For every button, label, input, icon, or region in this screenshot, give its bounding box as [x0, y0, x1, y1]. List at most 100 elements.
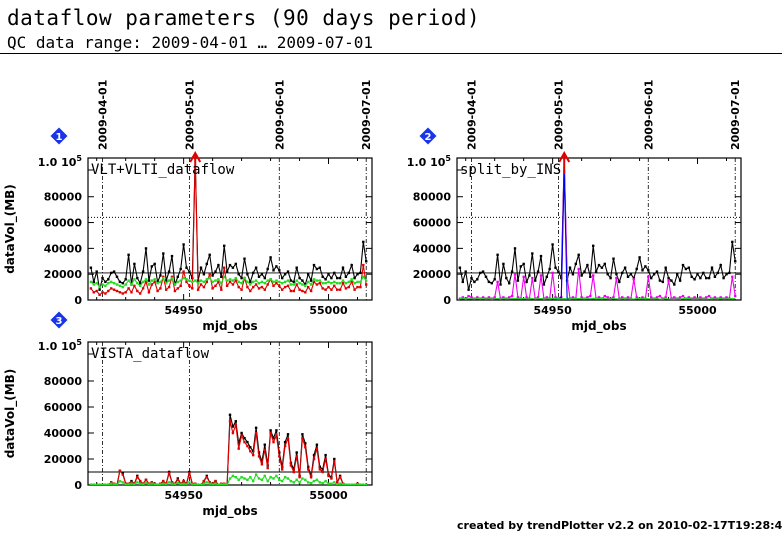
data-point-magenta — [664, 296, 667, 299]
data-point-black — [476, 278, 479, 281]
data-point-black — [542, 283, 546, 286]
data-point-black — [289, 279, 293, 282]
data-point-green — [130, 283, 133, 286]
data-point-red — [324, 288, 327, 291]
data-point-green — [350, 483, 353, 485]
data-point-black — [731, 240, 734, 244]
data-point-black — [589, 275, 592, 278]
data-point-red — [188, 284, 191, 287]
data-point-black — [484, 275, 488, 278]
data-point-red — [309, 476, 313, 479]
data-point-black — [534, 279, 537, 282]
data-point-green — [107, 282, 110, 285]
data-point-green — [104, 284, 107, 287]
x-axis-label: mjd_obs — [571, 319, 626, 334]
data-point-black — [176, 477, 179, 480]
data-point-red — [289, 464, 293, 467]
data-point-green — [121, 481, 124, 484]
data-point-magenta — [508, 296, 511, 299]
data-point-green — [237, 280, 240, 284]
data-point-green — [301, 477, 304, 480]
data-point-black — [551, 243, 554, 246]
data-point-black — [249, 280, 252, 284]
data-point-black — [301, 279, 304, 282]
data-point-black — [121, 282, 124, 285]
data-point-black — [153, 262, 156, 266]
data-point-green — [112, 483, 116, 485]
data-point-red — [240, 288, 243, 291]
data-point-black — [89, 266, 93, 269]
data-point-red — [144, 280, 148, 284]
panel-badge-number: 3 — [56, 316, 63, 327]
data-point-black — [661, 280, 664, 284]
data-point-green — [98, 285, 101, 289]
y-axis-label: dataVol_(MB) — [3, 184, 18, 274]
data-point-red — [139, 479, 142, 483]
data-point-black — [283, 273, 287, 276]
data-point-red — [115, 289, 119, 293]
data-point-black — [336, 276, 339, 280]
data-point-red — [182, 479, 185, 483]
data-point-green — [263, 282, 266, 285]
data-point-magenta — [632, 278, 635, 281]
data-point-black — [525, 280, 528, 284]
data-point-black — [586, 263, 589, 267]
data-point-black — [705, 276, 708, 280]
data-point-red — [211, 287, 214, 290]
data-point-red — [365, 283, 368, 286]
data-point-black — [269, 256, 272, 259]
data-point-black — [254, 266, 258, 269]
data-point-magenta — [539, 274, 543, 277]
data-point-black — [231, 266, 235, 269]
data-point-red — [263, 448, 266, 452]
data-point-black — [505, 276, 508, 280]
data-point-red — [281, 468, 284, 471]
data-point-red — [167, 285, 171, 289]
data-point-magenta — [647, 275, 650, 278]
data-point-green — [95, 483, 98, 485]
data-point-black — [493, 278, 496, 281]
data-point-red — [92, 291, 95, 294]
data-point-black — [266, 267, 269, 271]
x-tick-label: 55000 — [678, 304, 717, 317]
data-point-red — [165, 288, 168, 291]
data-point-black — [481, 270, 485, 273]
data-point-green — [110, 482, 113, 485]
data-point-black — [467, 288, 470, 291]
data-point-green — [275, 279, 278, 282]
data-point-black — [557, 270, 560, 273]
data-point-green — [266, 279, 269, 282]
data-point-magenta — [693, 296, 696, 299]
data-point-red — [110, 287, 113, 290]
data-point-black — [211, 274, 214, 277]
data-point-black — [539, 254, 543, 258]
data-point-black — [298, 276, 301, 280]
footer-credit: created by trendPlotter v2.2 on 2010-02-… — [457, 519, 782, 532]
chart-panel-3: 54950 55000 0 20000 40000 60000 80000 1.0 105 mj… — [3, 311, 373, 519]
data-point-black — [687, 266, 690, 269]
y-tick-label-max: 1.0 105 — [38, 338, 83, 353]
data-point-black — [341, 266, 345, 269]
data-point-red — [220, 288, 223, 291]
data-point-black — [260, 273, 264, 276]
data-point-red — [176, 478, 179, 481]
data-point-black — [104, 280, 107, 284]
data-point-green — [185, 278, 188, 281]
y-tick-label: 20000 — [44, 453, 83, 466]
data-point-magenta — [487, 296, 491, 299]
top-date-label: 2009-04-01 — [465, 80, 478, 150]
data-point-red — [257, 455, 261, 458]
data-point-red — [179, 284, 182, 287]
data-point-black — [246, 273, 249, 276]
data-point-black — [350, 263, 353, 267]
data-point-green — [228, 477, 232, 480]
data-point-green — [205, 278, 208, 281]
data-point-green — [211, 280, 214, 284]
data-point-green — [182, 482, 185, 485]
data-point-black — [275, 265, 278, 268]
series-line-black — [459, 158, 736, 290]
data-point-green — [309, 481, 313, 485]
data-point-magenta — [719, 296, 722, 299]
data-point-black — [136, 276, 139, 280]
data-point-red — [191, 287, 194, 290]
